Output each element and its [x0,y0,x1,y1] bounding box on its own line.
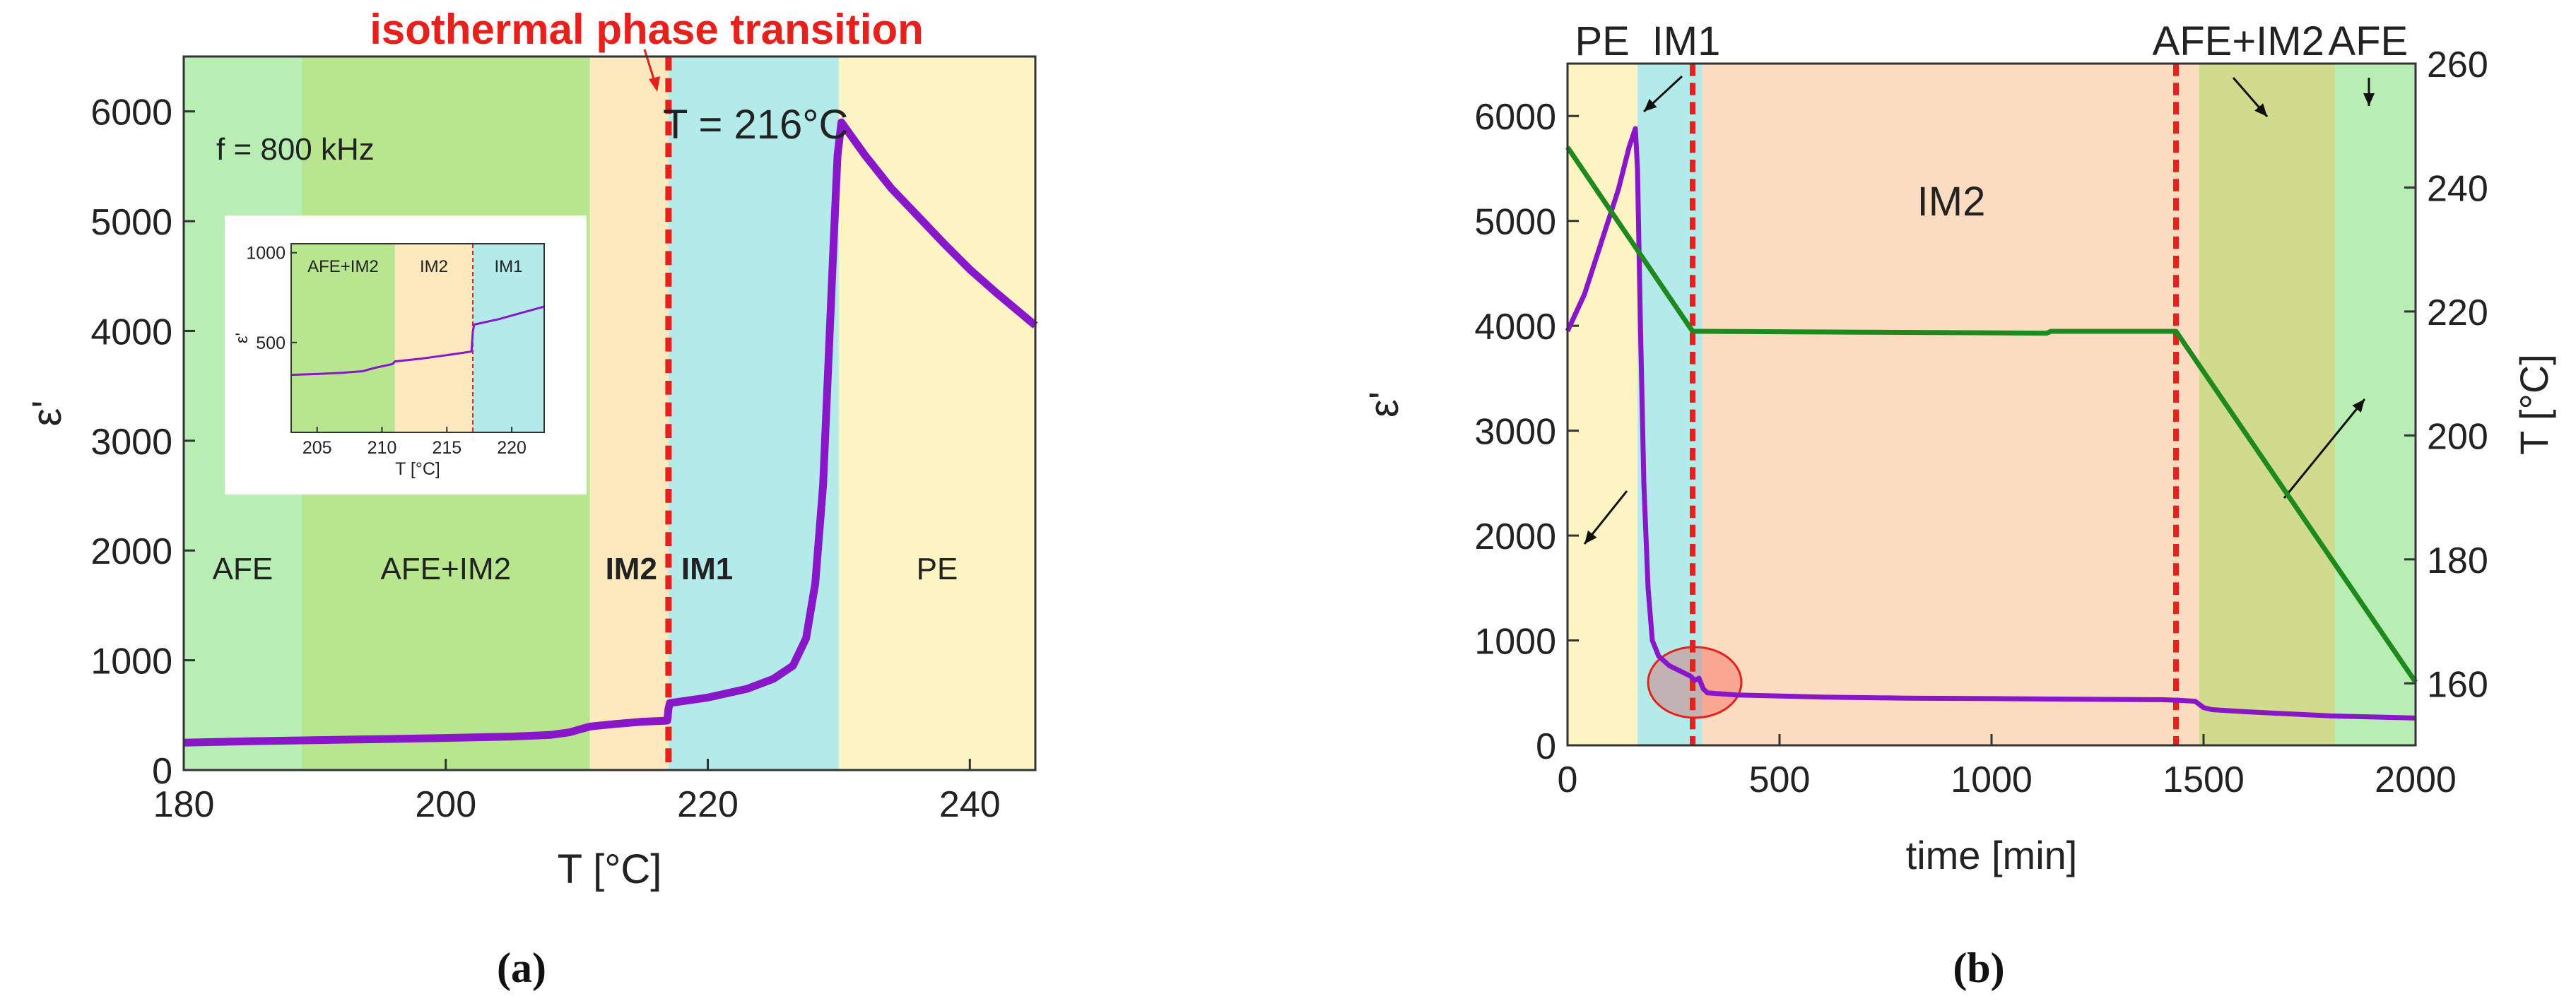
b-region-label-im1: IM1 [1652,18,1721,64]
b-region-label-afe: AFE [2328,18,2408,64]
b-x-axis-label: time [min] [1906,833,2078,877]
a-inset-region-label-afe-im2: AFE+IM2 [307,257,379,276]
b-series [1565,126,2418,721]
a-inset-y-tick-label: 1000 [246,244,286,264]
b-x-tick-label: 1000 [1951,759,2033,800]
a-inset-y-axis-label: ε' [233,333,252,343]
b-y-tick-label: 5000 [1474,202,1556,243]
b-x-tick-label: 2000 [2375,759,2457,800]
a-inset-region-label-im1: IM1 [495,257,523,276]
b-right-axis-arrow-shaft [2283,398,2366,499]
a-inset-x-axis-label: T [°C] [395,459,440,479]
b-afe-arrow-head [2363,93,2375,106]
b-y2-tick-label: 180 [2427,540,2488,581]
b-series-permittivity-line [1565,126,2416,721]
a-panel-label: (a) [497,945,546,991]
a-inset-region-im1 [473,244,544,432]
b-region-afe-im2 [2199,64,2335,745]
b-region-label-afe-im2: AFE+IM2 [2153,18,2324,64]
a-inset-x-tick-label: 220 [497,438,527,458]
a-x-axis-label: T [°C] [558,846,662,892]
b-y2-tick-label: 260 [2427,45,2488,85]
b-y-tick-label: 4000 [1474,307,1556,348]
b-y-tick-label: 3000 [1474,412,1556,453]
b-ticks: 0 500 1000 1500 2000 0 1000 2000 3000 4000 5000 600… [1474,45,2488,800]
a-region-label-pe: PE [917,552,958,586]
b-x-tick-label: 1500 [2163,759,2245,800]
b-y2-tick-label: 240 [2427,168,2488,209]
a-region-im1 [668,57,839,770]
b-y2-tick-label: 160 [2427,664,2488,705]
b-series-temperature-line [1565,146,2418,684]
a-inset-region-label-im2: IM2 [420,257,448,276]
b-x-tick-label: 500 [1749,759,1811,800]
a-y-tick-label: 2000 [90,531,172,572]
b-y2-tick-label: 220 [2427,292,2488,333]
a-series [183,118,1038,747]
a-inset-region-afe-im2 [291,244,395,432]
b-region-pe [1568,64,1637,745]
b-y2-tick-label: 200 [2427,416,2488,457]
a-temperature-label: T = 216°C [663,102,848,148]
a-region-label-im2: IM2 [606,552,657,586]
panel-b: PE IM1 IM2 AFE+IM2 AFE 0 500 1000 1500 2000 0 1000… [1361,18,2556,991]
a-x-tick-label: 200 [415,784,476,825]
a-inset-frame [290,243,545,433]
a-y-tick-label: 4000 [90,312,172,353]
b-y2-axis-label: T [°C] [2512,354,2556,455]
a-region-label-afe-im2: AFE+IM2 [380,552,511,586]
a-inset-x-tick-label: 210 [367,438,397,458]
a-region-im2 [589,57,669,770]
a-inset-y-tick-label: 500 [256,333,286,353]
a-ticks: 180 200 220 240 0 1000 2000 3000 4000 5000 6000 [90,49,1001,825]
b-im1-arrow-head [1644,98,1657,112]
b-y-axis-label: ε' [1361,391,1407,418]
b-y-tick-label: 6000 [1474,97,1556,138]
a-x-tick-label: 220 [677,784,739,825]
a-x-tick-label: 240 [939,784,1001,825]
b-y-tick-label: 1000 [1474,622,1556,663]
a-inset-series-line [290,305,545,377]
b-region-afe [2335,64,2416,745]
a-annotation-arrow-shaft [643,49,657,84]
a-series-line [183,118,1038,747]
b-region-label-im2: IM2 [1917,179,1986,225]
b-region-im2 [1702,64,2199,745]
a-plot-frame [182,55,1037,771]
a-y-tick-label: 3000 [90,422,172,463]
a-inset: AFE+IM2 IM2 IM1 205 210 215 220 500 1000 T [°C] ε' [225,215,587,495]
a-y-axis-label: ε' [24,401,70,427]
b-y-tick-label: 0 [1536,726,1556,767]
a-frequency-label: f = 800 kHz [216,132,375,167]
a-region-pe [838,57,1035,770]
a-y-tick-label: 1000 [90,641,172,682]
a-inset-x-tick-label: 215 [432,438,461,458]
a-y-tick-label: 5000 [90,202,172,243]
b-right-axis-arrow-head [2352,399,2365,413]
a-annotation-arrow-head [649,76,660,92]
b-region-label-pe: PE [1575,18,1630,64]
panel-a: AFE AFE+IM2 IM2 IM1 PE AFE+IM2 IM2 IM1 205 210 21… [24,6,1038,991]
a-region-label-afe: AFE [213,552,274,586]
b-x-tick-label: 0 [1558,759,1578,800]
b-afe-im2-arrow-head [2254,103,2267,117]
a-region-label-im1: IM1 [681,552,733,586]
a-top-annotation: isothermal phase transition [370,6,924,53]
b-panel-label: (b) [1953,945,2004,991]
a-y-tick-label: 6000 [90,93,172,134]
b-regions: PE IM1 IM2 AFE+IM2 AFE [1568,18,2416,745]
b-left-axis-arrow-head [1584,530,1597,544]
a-y-tick-label: 0 [152,751,172,792]
b-plot-frame [1566,62,2417,747]
a-inset-region-im2 [394,244,474,432]
a-x-tick-label: 180 [153,784,215,825]
b-y-tick-label: 2000 [1474,516,1556,557]
a-inset-x-tick-label: 205 [302,438,332,458]
